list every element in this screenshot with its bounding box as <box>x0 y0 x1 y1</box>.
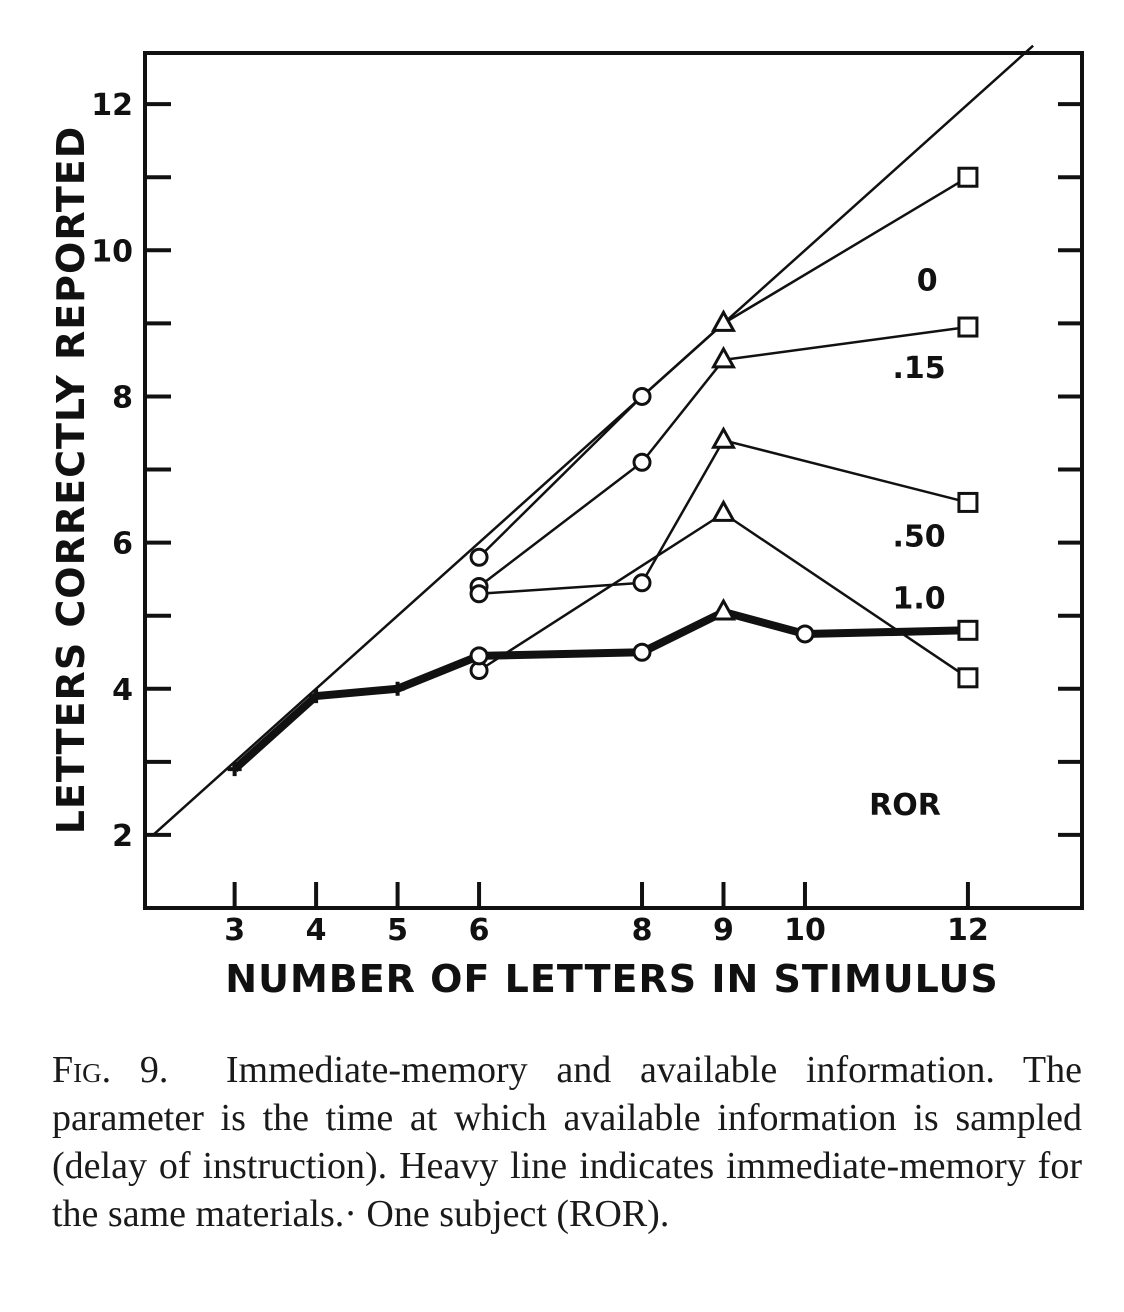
circle-marker <box>632 642 652 662</box>
square-marker <box>957 491 979 513</box>
caption-figure-label: Fig. 9. <box>52 1049 169 1091</box>
series-layer: 0 .15 .50 1.0 <box>227 166 979 777</box>
annotation-ror: ROR <box>869 788 941 823</box>
x-tick-label: 9 <box>713 913 734 948</box>
series-label: 1.0 <box>892 581 945 616</box>
series-line <box>478 325 969 588</box>
triangle-marker <box>710 426 737 449</box>
triangle-marker <box>710 345 737 369</box>
series-line <box>478 439 969 596</box>
y-tick-label: 8 <box>112 380 133 415</box>
series-delay-0: 0 <box>469 166 979 567</box>
plus-marker <box>309 689 324 704</box>
series-delay-3: 1.0 <box>469 499 979 689</box>
series-line <box>231 608 969 773</box>
circle-marker <box>469 646 489 666</box>
circle-marker <box>469 584 489 604</box>
y-axis-label: LETTERS CORRECTLY REPORTED <box>49 126 93 835</box>
y-tick-label: 2 <box>112 819 133 854</box>
x-tick-label: 12 <box>947 913 989 948</box>
plot-frame <box>143 51 1084 910</box>
plus-marker <box>227 762 242 777</box>
y-axis-ticks: 2 4 6 8 10 12 <box>91 88 1082 854</box>
square-marker <box>957 316 979 338</box>
plus-marker <box>390 681 405 696</box>
x-tick-label: 4 <box>306 913 327 948</box>
reference-line <box>152 44 1034 836</box>
circle-marker <box>632 386 652 406</box>
x-axis-label: NUMBER OF LETTERS IN STIMULUS <box>225 957 998 1001</box>
x-axis-ticks: 3 4 5 6 8 9 10 12 <box>224 882 989 948</box>
circle-marker <box>632 452 652 472</box>
triangle-marker <box>710 309 737 332</box>
x-tick-label: 10 <box>784 913 826 948</box>
square-marker <box>957 667 979 689</box>
x-tick-label: 3 <box>224 913 245 948</box>
series-line <box>478 176 969 559</box>
circle-marker <box>469 547 489 567</box>
chart: 0 .15 .50 1.0 3 4 5 6 8 9 10 12 2 4 6 8 10 12 NUMBER OF… <box>49 44 1084 1001</box>
figure-caption: Fig. 9. Immediate-memory and available i… <box>52 1046 1082 1238</box>
circle-marker <box>795 624 815 644</box>
square-marker <box>957 166 979 188</box>
series-label: 0 <box>917 264 938 299</box>
y-tick-label: 12 <box>91 88 133 123</box>
y-tick-label: 6 <box>112 527 133 562</box>
triangle-marker <box>710 597 737 621</box>
series-delay-2: .50 <box>469 426 979 604</box>
x-tick-label: 6 <box>469 913 490 948</box>
circle-marker <box>632 573 652 593</box>
x-tick-label: 5 <box>387 913 408 948</box>
series-immediate-memory <box>227 597 979 777</box>
reference-line-layer <box>152 44 1034 836</box>
caption-text: Immediate-memory and available informati… <box>52 1049 1083 1235</box>
y-tick-label: 4 <box>112 673 133 708</box>
square-marker <box>957 619 979 641</box>
y-tick-label: 10 <box>91 234 133 269</box>
x-tick-label: 8 <box>632 913 653 948</box>
series-label: .50 <box>892 519 945 554</box>
triangle-marker <box>710 499 737 522</box>
series-label: .15 <box>892 351 945 386</box>
